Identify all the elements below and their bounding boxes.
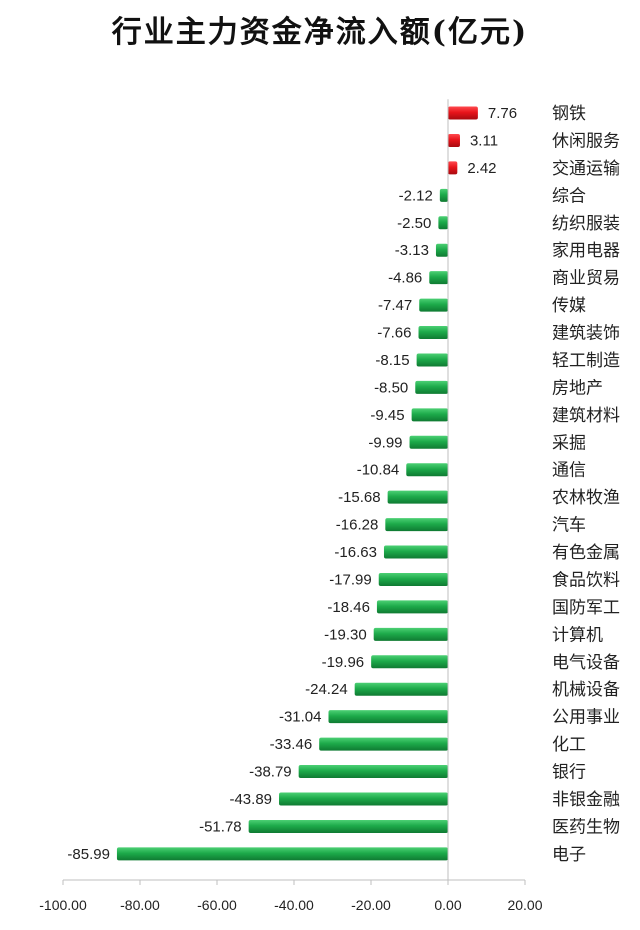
value-label-12: -9.99 bbox=[368, 434, 402, 451]
value-label-24: -38.79 bbox=[249, 764, 292, 781]
bar-2 bbox=[448, 161, 458, 175]
value-label-2: 2.42 bbox=[467, 160, 496, 177]
value-label-3: -2.12 bbox=[399, 187, 433, 204]
bar-12 bbox=[409, 435, 448, 449]
category-label-16: 有色金属 bbox=[552, 543, 620, 563]
value-label-15: -16.28 bbox=[336, 517, 379, 534]
value-label-27: -85.99 bbox=[67, 846, 110, 863]
x-tick-label-1: -80.00 bbox=[120, 897, 160, 913]
value-label-23: -33.46 bbox=[270, 736, 313, 753]
category-label-2: 交通运输 bbox=[552, 159, 620, 179]
bar-7 bbox=[419, 298, 448, 312]
value-label-18: -18.46 bbox=[327, 599, 370, 616]
category-label-21: 机械设备 bbox=[552, 680, 620, 700]
value-label-26: -51.78 bbox=[199, 818, 242, 835]
x-tick-label-6: 20.00 bbox=[507, 897, 542, 913]
category-label-9: 轻工制造 bbox=[552, 351, 620, 371]
value-label-7: -7.47 bbox=[378, 297, 412, 314]
category-label-19: 计算机 bbox=[552, 625, 603, 645]
bar-5 bbox=[435, 243, 448, 257]
x-tick-label-5: 0.00 bbox=[434, 897, 461, 913]
x-tick-label-4: -20.00 bbox=[351, 897, 391, 913]
bar-0 bbox=[448, 106, 478, 120]
value-label-20: -19.96 bbox=[322, 654, 365, 671]
category-label-25: 非银金融 bbox=[552, 790, 620, 810]
bar-16 bbox=[383, 545, 448, 559]
category-label-15: 汽车 bbox=[552, 516, 586, 536]
category-label-8: 建筑装饰 bbox=[552, 324, 620, 344]
category-label-12: 采掘 bbox=[552, 433, 586, 453]
value-label-16: -16.63 bbox=[334, 544, 377, 561]
value-label-0: 7.76 bbox=[488, 105, 517, 122]
bar-9 bbox=[416, 353, 448, 367]
value-label-6: -4.86 bbox=[388, 270, 422, 287]
bar-20 bbox=[371, 655, 448, 669]
bar-1 bbox=[448, 133, 460, 147]
value-label-22: -31.04 bbox=[279, 709, 322, 726]
category-label-0: 钢铁 bbox=[552, 104, 586, 124]
x-tick-label-0: -100.00 bbox=[39, 897, 87, 913]
value-label-4: -2.50 bbox=[397, 215, 431, 232]
category-label-11: 建筑材料 bbox=[552, 406, 620, 426]
category-label-13: 通信 bbox=[552, 461, 586, 481]
bar-11 bbox=[411, 408, 448, 422]
bar-27 bbox=[116, 847, 448, 861]
bar-22 bbox=[328, 710, 448, 724]
category-label-20: 电气设备 bbox=[552, 653, 620, 673]
category-label-1: 休闲服务 bbox=[552, 131, 620, 151]
category-label-23: 化工 bbox=[552, 735, 586, 755]
category-label-5: 家用电器 bbox=[552, 241, 620, 261]
bars-layer bbox=[116, 106, 478, 861]
bar-13 bbox=[406, 463, 448, 477]
bar-19 bbox=[373, 627, 448, 641]
category-label-6: 商业贸易 bbox=[552, 269, 620, 289]
value-label-11: -9.45 bbox=[370, 407, 404, 424]
category-label-24: 银行 bbox=[552, 763, 586, 783]
category-label-18: 国防军工 bbox=[552, 598, 620, 618]
category-label-7: 传媒 bbox=[552, 296, 586, 316]
value-label-1: 3.11 bbox=[470, 132, 498, 149]
category-label-26: 医药生物 bbox=[552, 817, 620, 837]
bar-24 bbox=[298, 765, 448, 779]
category-label-27: 电子 bbox=[552, 845, 586, 865]
category-label-17: 食品饮料 bbox=[552, 570, 620, 590]
bar-14 bbox=[387, 490, 448, 504]
category-label-14: 农林牧渔 bbox=[552, 488, 620, 508]
bar-15 bbox=[385, 518, 448, 532]
value-label-21: -24.24 bbox=[305, 681, 348, 698]
value-label-9: -8.15 bbox=[375, 352, 409, 369]
bar-8 bbox=[418, 326, 448, 340]
labels-layer: 7.76 钢铁 3.11 休闲服务 2.42 交通运输 -2.12 综合 -2.50 纺织服装 -3… bbox=[67, 104, 620, 865]
bar-25 bbox=[279, 792, 448, 806]
category-label-22: 公用事业 bbox=[552, 708, 620, 728]
x-tick-label-3: -40.00 bbox=[274, 897, 314, 913]
value-label-13: -10.84 bbox=[357, 462, 400, 479]
x-tick-label-2: -60.00 bbox=[197, 897, 237, 913]
value-label-8: -7.66 bbox=[377, 325, 411, 342]
value-label-17: -17.99 bbox=[329, 571, 372, 588]
category-label-10: 房地产 bbox=[552, 378, 603, 398]
bar-3 bbox=[439, 188, 448, 202]
value-label-14: -15.68 bbox=[338, 489, 381, 506]
bar-26 bbox=[248, 819, 448, 833]
chart-title: 行业主力资金净流入额(亿元) bbox=[111, 15, 528, 50]
x-axis: -100.00 -80.00 -60.00 -40.00 -20.00 0.00 20.00 bbox=[39, 99, 543, 913]
bar-10 bbox=[415, 380, 448, 394]
bar-18 bbox=[376, 600, 448, 614]
value-label-19: -19.30 bbox=[324, 626, 367, 643]
value-label-25: -43.89 bbox=[229, 791, 272, 808]
bar-17 bbox=[378, 572, 448, 586]
bar-21 bbox=[354, 682, 448, 696]
bar-4 bbox=[438, 216, 449, 230]
category-label-3: 综合 bbox=[552, 186, 586, 206]
bar-6 bbox=[429, 271, 448, 285]
value-label-5: -3.13 bbox=[395, 242, 429, 259]
bar-23 bbox=[319, 737, 448, 751]
value-label-10: -8.50 bbox=[374, 379, 408, 396]
category-label-4: 纺织服装 bbox=[552, 214, 620, 234]
